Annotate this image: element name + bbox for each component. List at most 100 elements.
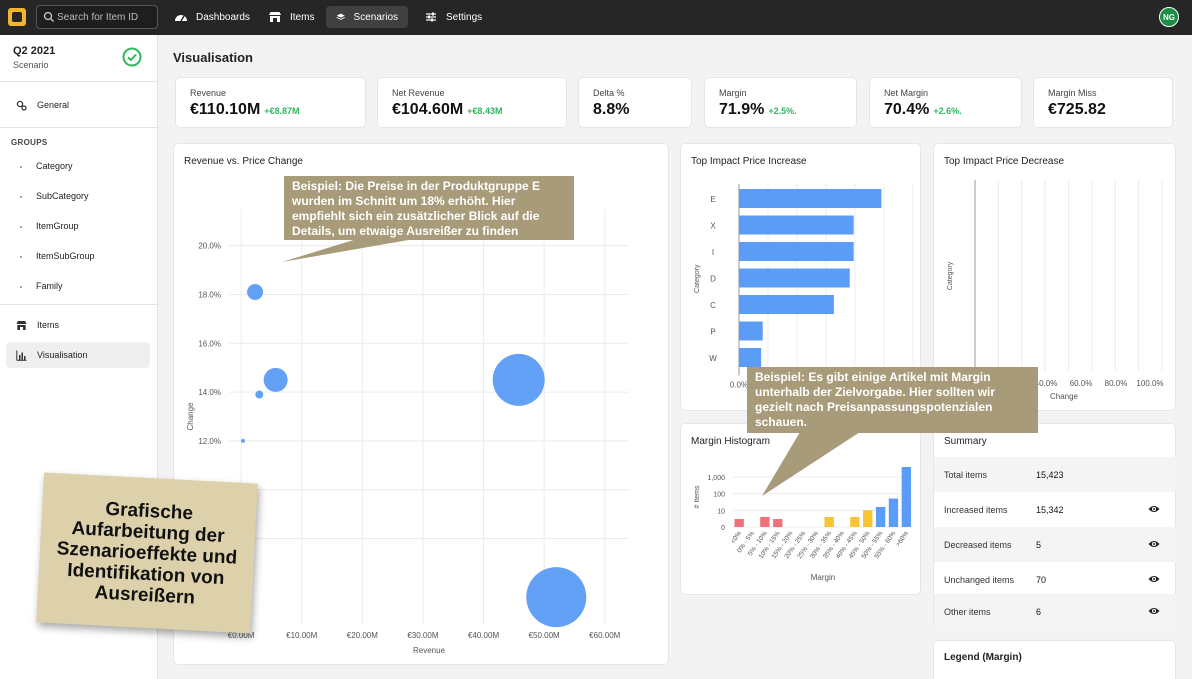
kpi-revenue: Revenue €110.10M +€8.87M xyxy=(175,77,366,128)
sidebar-item-general[interactable]: General xyxy=(6,92,150,118)
sidebar-divider xyxy=(0,304,158,305)
x-tick-label: €0.00M xyxy=(228,631,255,640)
search-box[interactable] xyxy=(36,5,158,29)
x-axis-label: Margin xyxy=(811,573,835,582)
eye-icon[interactable] xyxy=(1148,574,1160,584)
bar-chart-icon xyxy=(16,350,27,361)
sidebar-item-visualisation[interactable]: Visualisation xyxy=(6,342,150,368)
bubble-chart-title: Revenue vs. Price Change xyxy=(184,156,303,167)
kpi-net-margin: Net Margin 70.4% +2.6%. xyxy=(869,77,1022,128)
bubble-point xyxy=(263,367,288,392)
bullet xyxy=(20,195,22,198)
kpi-value-text: €110.10M xyxy=(190,101,261,118)
sidebar-item-items-label: Items xyxy=(37,320,60,330)
kpi-delta: +€8.87M xyxy=(264,106,300,116)
nav-scenarios[interactable]: Scenarios xyxy=(326,6,408,28)
price-decrease-chart: 40.0% 60.0% 80.0% 100.0% Change Category xyxy=(947,180,1164,401)
kpi-label: Delta % xyxy=(593,88,625,98)
bar xyxy=(739,268,850,288)
sidebar-item-subcategory[interactable]: SubCategory xyxy=(20,191,89,201)
summary-label: Increased items xyxy=(944,504,1008,515)
x-tick-label: >60% xyxy=(895,530,910,548)
y-tick-label: 1,000 xyxy=(707,475,725,482)
y-tick-label: 18.0% xyxy=(198,290,221,299)
nav-items[interactable]: Items xyxy=(258,6,324,28)
nav-dashboards[interactable]: Dashboards xyxy=(164,6,260,28)
price-increase-chart: E X I D C P W 0.0% Category xyxy=(694,184,914,390)
x-tick-label: €20.00M xyxy=(347,631,378,640)
nav-scenarios-label: Scenarios xyxy=(353,11,398,23)
category-tick-label: I xyxy=(712,248,714,257)
app-logo[interactable] xyxy=(8,8,26,26)
bullet xyxy=(20,255,22,258)
eye-icon[interactable] xyxy=(1148,504,1160,514)
histogram-bar xyxy=(824,516,834,527)
store-icon xyxy=(16,320,27,330)
histogram-bar xyxy=(850,516,860,527)
sidebar-item-family[interactable]: Family xyxy=(20,281,63,291)
bar xyxy=(739,321,763,341)
search-input[interactable] xyxy=(57,9,155,26)
kpi-margin: Margin 71.9% +2.5%. xyxy=(704,77,857,128)
bullet xyxy=(20,285,22,288)
summary-title: Summary xyxy=(944,436,987,447)
x-tick-label: 60.0% xyxy=(1070,379,1093,388)
user-initials: NG xyxy=(1163,12,1175,22)
kpi-value-text: €725.82 xyxy=(1048,101,1106,118)
user-avatar[interactable]: NG xyxy=(1159,7,1179,27)
sidebar-divider xyxy=(0,81,158,82)
search-icon xyxy=(43,11,54,22)
price-increase-card: Top Impact Price Increase E X I D C P W 0.0% Cat… xyxy=(680,143,921,411)
kpi-value-text: 8.8% xyxy=(593,101,630,118)
check-circle-icon xyxy=(122,47,142,67)
kpi-label: Margin Miss xyxy=(1048,88,1097,98)
nav-settings[interactable]: Settings xyxy=(414,6,492,28)
kpi-delta: +2.5%. xyxy=(768,106,797,116)
bubble-point xyxy=(255,390,264,399)
legend-title: Legend (Margin) xyxy=(944,652,1022,663)
nav-items-label: Items xyxy=(290,11,315,23)
y-tick-label: 16.0% xyxy=(198,339,221,348)
y-tick-label: 20.0% xyxy=(198,242,221,251)
sidebar-item-itemsubgroup[interactable]: ItemSubGroup xyxy=(20,251,95,261)
x-tick-label: €10.00M xyxy=(286,631,317,640)
x-tick-label: €30.00M xyxy=(407,631,438,640)
eye-icon[interactable] xyxy=(1148,539,1160,549)
sidebar-item-general-label: General xyxy=(37,100,70,110)
sidebar-item-items[interactable]: Items xyxy=(6,312,150,338)
kpi-label: Net Revenue xyxy=(392,88,445,98)
summary-label: Unchanged items xyxy=(944,574,1015,585)
bar xyxy=(739,242,854,261)
category-tick-label: P xyxy=(710,328,715,337)
margin-histogram-card: Margin Histogram 0 10 100 1,000 <0% 0% - 5% 5%… xyxy=(680,423,921,595)
bullet xyxy=(20,225,22,228)
y-axis-label: # Items xyxy=(694,485,701,508)
kpi-value: €104.60M +€8.43M xyxy=(392,101,502,119)
top-bar: Dashboards Items Scenarios Settings NG xyxy=(0,0,1192,35)
kpi-margin-miss: Margin Miss €725.82 xyxy=(1033,77,1173,128)
histogram-bar xyxy=(888,498,899,527)
sidebar-item-category[interactable]: Category xyxy=(20,161,73,171)
summary-value: 6 xyxy=(1036,606,1042,617)
summary-card: Summary Total items 15,423 Increased ite… xyxy=(933,423,1177,629)
kpi-value-text: 70.4% xyxy=(884,101,930,118)
x-tick-label: 0.0% xyxy=(730,381,748,390)
price-decrease-title: Top Impact Price Decrease xyxy=(944,156,1065,167)
x-tick-label: 80.0% xyxy=(1105,379,1128,388)
summary-value: 15,423 xyxy=(1036,469,1064,480)
summary-row-total: Total items 15,423 xyxy=(934,457,1177,492)
bar xyxy=(739,215,854,235)
x-tick-label: €40.00M xyxy=(468,631,499,640)
y-tick-label: 10 xyxy=(717,508,725,515)
kpi-delta: +€8.43M xyxy=(467,106,503,116)
bar xyxy=(739,348,762,367)
category-tick-label: X xyxy=(710,222,716,231)
sidebar-item-visualisation-label: Visualisation xyxy=(37,350,88,360)
kpi-delta-percent: Delta % 8.8% xyxy=(578,77,692,128)
sticky-note: Grafische Aufarbeitung der Szenarioeffek… xyxy=(36,472,258,634)
summary-row-unchanged: Unchanged items 70 xyxy=(934,562,1177,597)
sidebar-item-itemgroup[interactable]: ItemGroup xyxy=(20,221,79,231)
bubble-point xyxy=(492,353,545,406)
summary-row-decreased: Decreased items 5 xyxy=(934,527,1177,562)
eye-icon[interactable] xyxy=(1148,606,1160,616)
